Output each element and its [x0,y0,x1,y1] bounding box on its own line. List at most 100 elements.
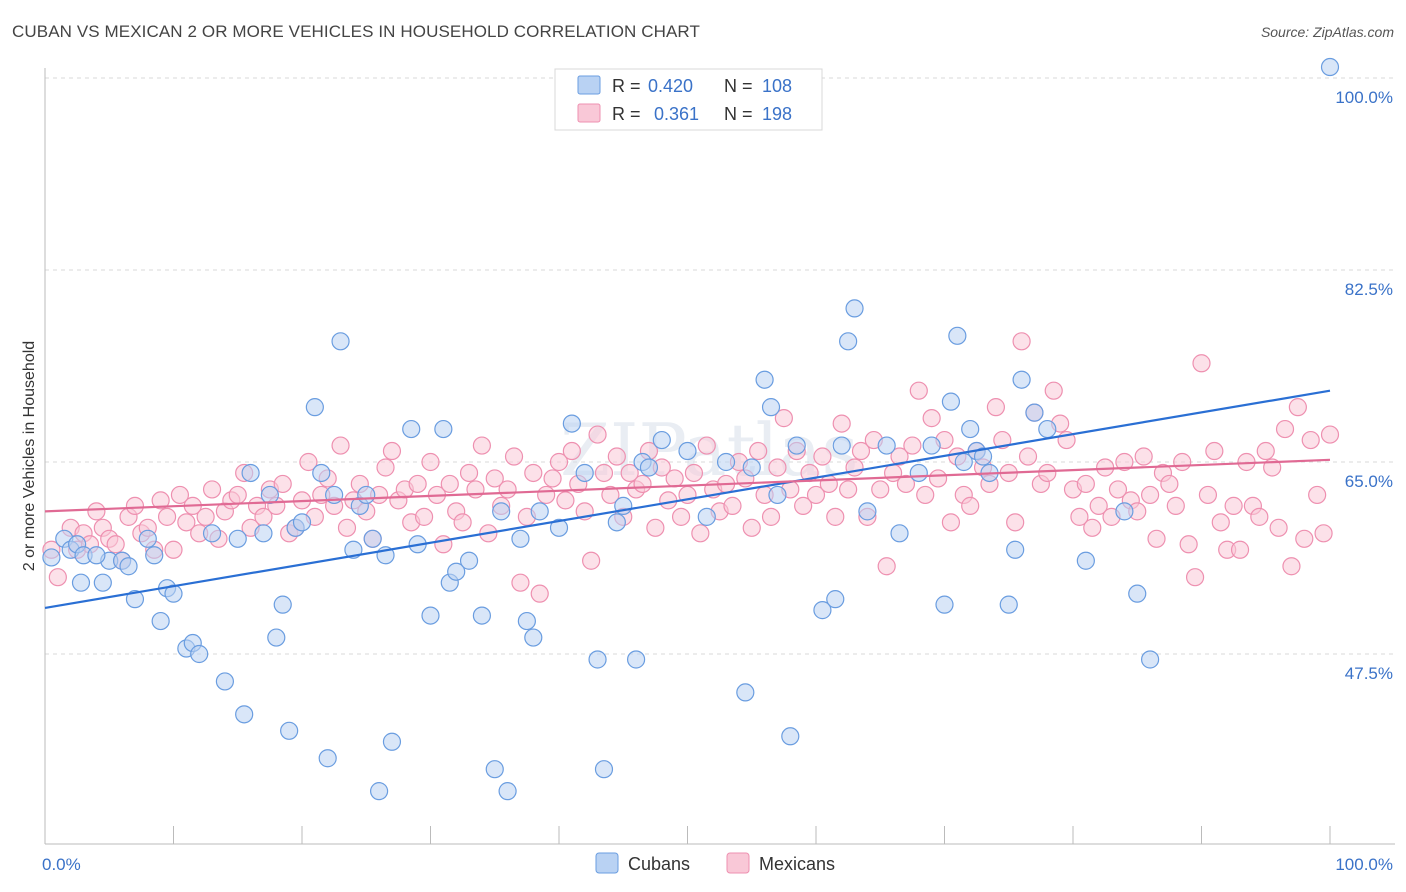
mexicans-point [1012,332,1031,351]
mexicans-point [151,491,170,510]
mexicans-point [1179,535,1198,554]
mexicans-point [941,513,961,532]
mexicans-point [1198,485,1218,505]
mexicans-point [337,518,357,537]
mexicans-point [813,447,832,466]
mexicans-point [485,469,504,488]
cubans-point [1115,502,1134,521]
mexicans-point [768,458,787,477]
mexicans-n-value: 198 [762,104,792,124]
cubans-point [202,524,222,543]
mexicans-point [601,485,620,505]
mexicans-point [1288,398,1307,417]
mexicans-point [1076,474,1095,494]
x-tick-label: 100.0% [1335,855,1393,874]
tick-labels: 47.5% 65.0% 82.5% 100.0% 0.0% 100.0% [42,88,1393,874]
mexicans-point [157,507,177,526]
cubans-point [922,436,941,455]
cubans-n-value: 108 [762,76,792,96]
mexicans-point [826,507,845,526]
cubans-point [119,557,138,576]
mexicans-point [794,496,813,515]
mexicans-point [453,513,472,532]
cubans-point [961,419,980,439]
mexicans-point [1250,507,1269,526]
mexicans-point [1115,452,1134,472]
cubans-point [588,650,607,669]
mexicans-point [697,436,716,455]
mexicans-point [1134,447,1153,466]
mexicans-point [408,474,427,494]
mexicans-point [665,469,684,488]
mexicans-point [1275,419,1295,439]
mexicans-point [607,447,626,466]
mexicans-point [845,458,864,477]
cubans-point [1012,370,1031,389]
mexicans-point [273,474,292,494]
mexicans-point [537,485,556,505]
mexicans-point [440,474,459,494]
cubans-point [151,611,170,631]
cubans-point [607,513,626,532]
cubans-point [447,562,466,581]
cubans-n-label: N = [724,76,753,96]
y-tick-label: 65.0% [1345,472,1393,491]
cubans-point [273,595,292,614]
y-tick-label: 100.0% [1335,88,1393,107]
mexicans-point [1160,474,1179,494]
mexicans-point [832,414,851,433]
cubans-point [845,299,864,318]
cubans-point [826,590,845,609]
cubans-point [787,436,806,455]
y-tick-label: 47.5% [1345,664,1393,683]
mexicans-point [1096,458,1115,477]
cubans-point [549,518,569,537]
cubans-point [228,529,247,548]
mexicans-point [1038,463,1057,483]
mexicans-point [659,491,678,510]
cubans-point [485,760,504,779]
mexicans-point [1070,507,1089,526]
mexicans-point [691,524,710,543]
mexicans-point [382,441,402,461]
cubans-point [125,590,145,609]
mexicans-r-value: 0.361 [654,104,699,124]
mexicans-point [916,485,935,505]
mexicans-point [1192,354,1211,373]
cubans-point [941,392,961,411]
mexicans-point [922,409,941,428]
cubans-point [755,370,774,389]
mexicans-point [723,496,742,515]
cubans-point [742,458,761,477]
cubans-point [877,436,896,455]
mexicans-point [524,463,543,483]
mexicans-point [1282,557,1301,576]
cubans-point [1128,584,1147,603]
mexicans-point [1269,518,1288,537]
mexicans-point [633,474,652,494]
mexicans-point [1230,540,1250,559]
cubans-swatch [577,75,601,95]
mexicans-point [421,452,440,472]
cubans-point [42,548,61,567]
cubans-point [305,398,324,417]
mexicans-point [1256,441,1275,461]
mexicans-point [594,463,614,483]
cubans-point [890,524,909,543]
cubans-point [1006,540,1025,559]
mexicans-point [48,568,67,587]
cubans-point [839,332,858,351]
mexicans-point [164,540,183,559]
mexicans-point [202,480,222,499]
cubans-point [1076,551,1095,570]
mexicans-point [742,518,761,537]
mexicans-point [749,441,768,461]
mexicans-point [582,551,601,570]
cubans-point [517,611,536,631]
grid-lines [45,77,1395,655]
cubans-point [511,529,530,548]
mexicans-point [646,518,665,537]
mexicans-point [620,463,639,483]
mexicans-r-label: R = [612,104,641,124]
mexicans-point [549,452,569,472]
